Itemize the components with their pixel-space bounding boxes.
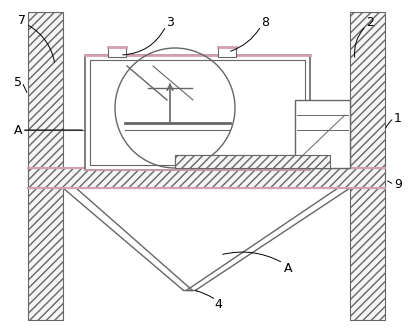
Text: 3: 3 [166,16,174,29]
Bar [350,12,385,320]
Text: 7: 7 [18,14,26,27]
Text: 2: 2 [366,16,374,29]
Bar [175,155,330,162]
Bar [28,168,385,188]
Polygon shape [63,188,192,290]
Text: A: A [284,262,292,275]
Bar [90,60,305,165]
Text: 5: 5 [14,75,22,89]
Bar [295,100,350,168]
Text: 8: 8 [261,16,269,29]
Text: 9: 9 [394,179,402,192]
Text: 1: 1 [394,112,402,124]
Text: 4: 4 [214,298,222,311]
Bar [175,155,330,168]
Bar [108,47,126,57]
Text: A: A [14,124,22,136]
Bar [28,12,63,320]
Bar [85,55,310,170]
Bar [218,47,236,57]
